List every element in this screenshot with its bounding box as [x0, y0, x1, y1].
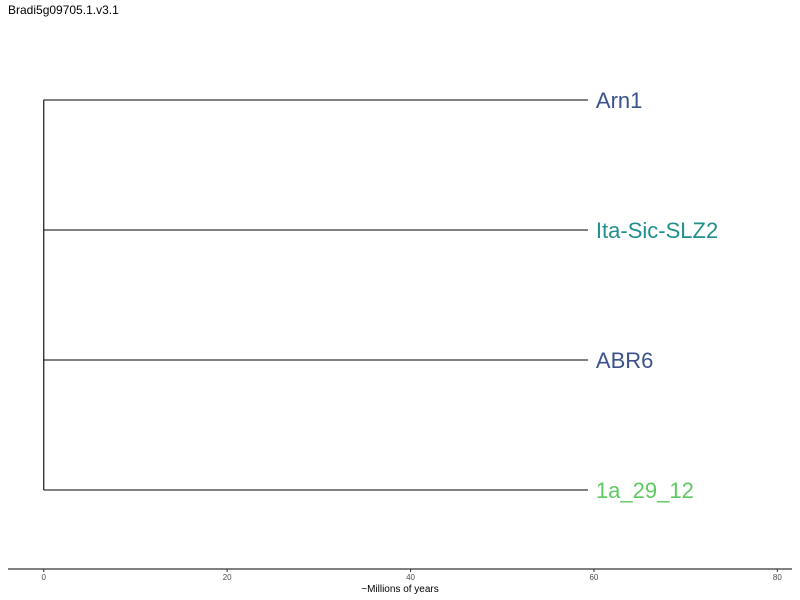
- x-tick-label-60: 60: [589, 573, 598, 582]
- x-tick-label-20: 20: [223, 573, 232, 582]
- tip-label-1a_29_12: 1a_29_12: [596, 478, 694, 503]
- chart-title: Bradi5g09705.1.v3.1: [8, 3, 119, 17]
- x-tick-label-0: 0: [42, 573, 47, 582]
- x-axis-title: ~Millions of years: [361, 584, 439, 595]
- x-axis: 0 20 40 60 80 ~Millions of years: [8, 568, 792, 595]
- x-tick-label-40: 40: [406, 573, 415, 582]
- tip-label-Arn1: Arn1: [596, 88, 642, 113]
- tip-label-Ita-Sic-SLZ2: Ita-Sic-SLZ2: [596, 218, 718, 243]
- branches: [43, 99, 588, 491]
- tip-labels: Arn1 Ita-Sic-SLZ2 ABR6 1a_29_12: [596, 88, 718, 503]
- tip-label-ABR6: ABR6: [596, 348, 653, 373]
- x-tick-label-80: 80: [773, 573, 782, 582]
